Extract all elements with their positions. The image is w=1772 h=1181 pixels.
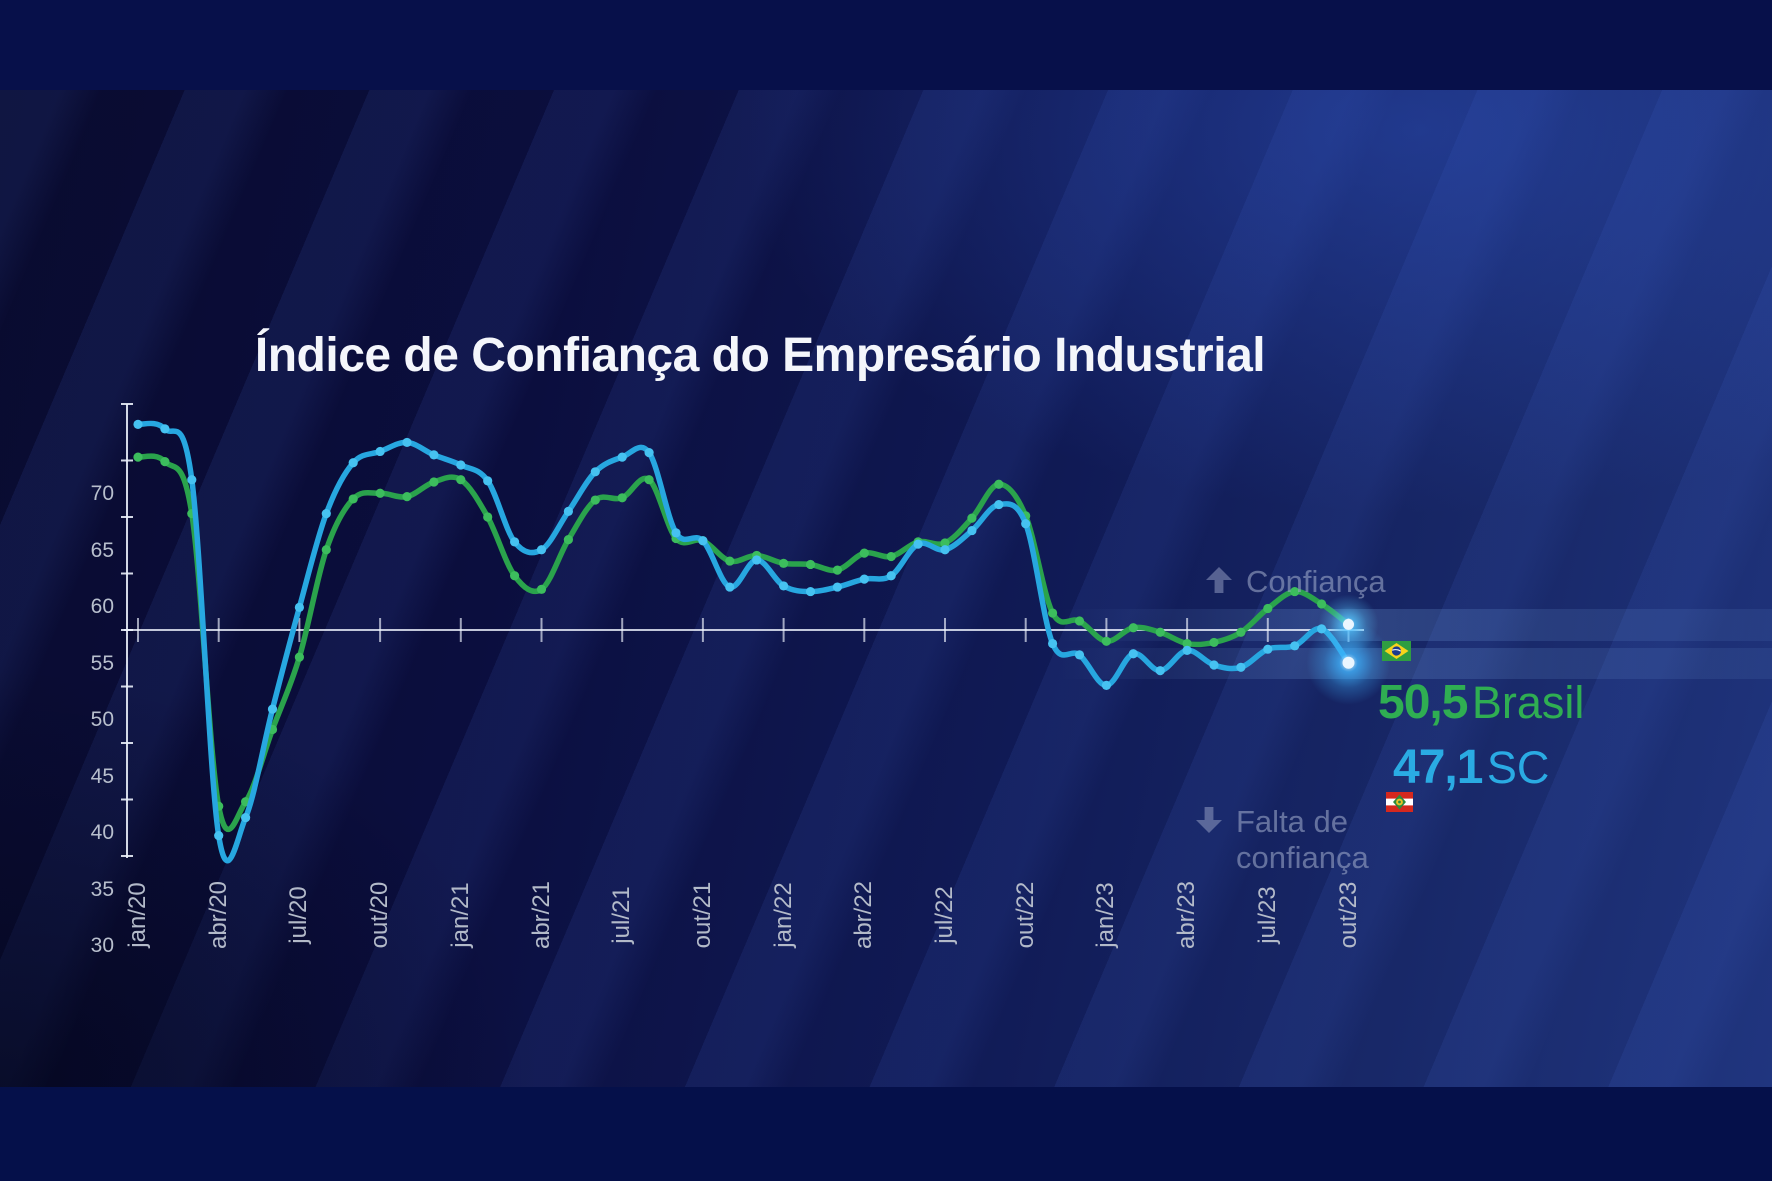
x-tick-label: jan/21 [446, 882, 474, 948]
x-tick-label: jan/22 [769, 882, 797, 948]
x-tick-label: jan/20 [124, 882, 151, 948]
y-tick-label: 40 [90, 821, 114, 844]
letterbox-top [0, 0, 1772, 90]
brasil-value: 50,5 [1378, 676, 1468, 729]
no-confidence-legend: Falta de confiança [1196, 804, 1369, 876]
confidence-legend: Confiança [1206, 564, 1386, 600]
series-line-brasil [135, 453, 1352, 833]
x-tick-label: abr/21 [527, 880, 555, 950]
x-tick-label: abr/20 [204, 880, 232, 950]
letterbox-bottom [0, 1087, 1772, 1181]
x-tick-label: jul/22 [931, 886, 958, 944]
confidence-line-chart [121, 403, 1772, 864]
y-tick-label: 30 [90, 934, 114, 957]
no-confidence-label: Falta de confiança [1236, 804, 1369, 875]
y-tick-label: 60 [90, 595, 114, 618]
x-tick-label: jan/23 [1092, 882, 1120, 948]
page-title: Índice de Confiança do Empresário Indust… [254, 329, 1266, 382]
chart-scene: Índice de Confiança do Empresário Indust… [0, 90, 1772, 1087]
x-tick-label: jul/21 [608, 886, 636, 944]
santa-catarina-flag-icon [1386, 792, 1413, 812]
y-tick-label: 65 [90, 538, 114, 562]
sc-value: 47,1 [1393, 741, 1483, 794]
brasil-readout: 50,5 Brasil [1378, 675, 1584, 730]
x-tick-label: jul/20 [285, 886, 313, 944]
y-tick-label: 45 [90, 764, 114, 788]
x-tick-label: abr/22 [850, 880, 878, 950]
y-tick-label: 55 [90, 651, 114, 675]
x-tick-label: jul/23 [1253, 886, 1281, 944]
x-tick-label: out/20 [366, 881, 394, 949]
sc-name: SC [1486, 742, 1550, 793]
y-tick-label: 35 [90, 877, 114, 901]
y-tick-label: 70 [90, 482, 114, 505]
x-tick-label: out/21 [688, 881, 716, 949]
up-arrow-icon [1206, 567, 1232, 593]
glow-streak-brasil [1060, 609, 1772, 641]
y-tick-label: 50 [90, 708, 114, 731]
x-tick-label: out/22 [1011, 881, 1039, 949]
series-line-sc [135, 420, 1352, 864]
confidence-label: Confiança [1246, 564, 1386, 599]
sc-readout: 47,1 SC [1393, 740, 1549, 795]
down-arrow-icon [1196, 807, 1222, 833]
brasil-name: Brasil [1471, 677, 1585, 728]
x-tick-label: abr/23 [1173, 880, 1201, 950]
brazil-flag-icon [1382, 641, 1411, 661]
x-tick-label: out/23 [1334, 881, 1362, 949]
